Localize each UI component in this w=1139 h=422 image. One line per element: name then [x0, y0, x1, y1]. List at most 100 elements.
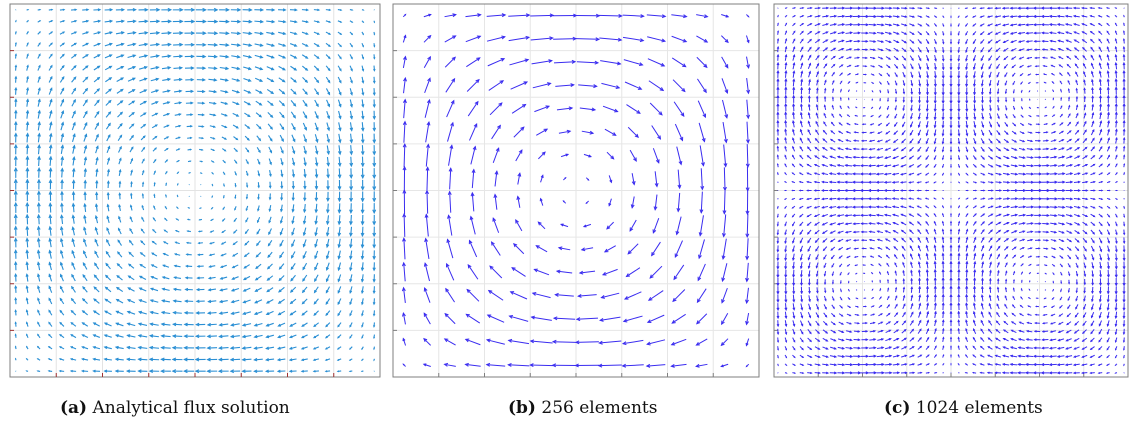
quiver-arrow: [776, 337, 780, 344]
quiver-arrow: [777, 171, 779, 176]
quiver-arrow: [965, 260, 969, 269]
quiver-arrow: [303, 157, 307, 167]
quiver-arrow: [1064, 6, 1073, 10]
quiver-arrow: [577, 293, 597, 298]
quiver-arrow: [909, 253, 914, 260]
quiver-arrow: [1049, 321, 1056, 325]
quiver-arrow: [863, 73, 868, 76]
quiver-arrow: [1048, 6, 1057, 10]
quiver-arrow: [925, 163, 930, 168]
quiver-arrow: [314, 215, 318, 225]
quiver-arrow: [229, 334, 240, 339]
quiver-arrow: [901, 237, 907, 243]
quiver-arrow: [312, 346, 320, 350]
quiver-arrow: [254, 77, 264, 82]
quiver-arrow: [837, 147, 844, 151]
quiver-arrow: [933, 276, 937, 286]
quiver-arrow: [776, 77, 780, 87]
quiver-arrow: [37, 109, 41, 119]
quiver-arrow: [196, 276, 205, 280]
quiver-arrow: [909, 55, 914, 62]
quiver-arrow: [1010, 189, 1019, 192]
quiver-arrow: [1122, 311, 1126, 320]
quiver-arrow: [1018, 213, 1027, 217]
quiver-arrow: [48, 178, 53, 190]
quiver-arrow: [973, 277, 977, 286]
quiver-arrow: [870, 313, 876, 316]
quiver-arrow: [957, 46, 960, 54]
quiver-arrow: [980, 87, 984, 96]
quiver-arrow: [141, 192, 144, 199]
quiver-arrow: [162, 101, 171, 105]
quiver-arrow: [973, 252, 977, 260]
quiver-arrow: [150, 275, 158, 280]
quiver-arrow: [837, 23, 846, 26]
quiver-arrow: [325, 215, 330, 226]
quiver-arrow: [301, 286, 308, 294]
quiver-arrow: [1090, 337, 1095, 343]
quiver-arrow: [807, 371, 813, 375]
quiver-arrow: [844, 172, 853, 176]
quiver-arrow: [965, 23, 969, 27]
quiver-arrow: [1035, 123, 1041, 126]
quiver-arrow: [965, 163, 969, 169]
quiver-arrow: [853, 31, 862, 35]
quiver-arrow: [160, 334, 171, 338]
quiver-arrow: [1002, 197, 1011, 201]
quiver-arrow: [139, 263, 146, 269]
quiver-arrow: [676, 146, 683, 166]
quiver-arrow: [1009, 346, 1018, 350]
quiver-arrow: [184, 54, 195, 59]
quiver-arrow: [836, 172, 845, 176]
quiver-arrow: [933, 268, 937, 277]
quiver-arrow: [207, 31, 219, 36]
quiver-arrow: [1122, 77, 1126, 87]
quiver-arrow: [314, 157, 319, 167]
quiver-arrow: [792, 337, 796, 343]
quiver-arrow: [822, 320, 828, 326]
quiver-arrow: [925, 23, 930, 27]
quiver-arrow: [799, 38, 804, 44]
quiver-arrow: [972, 345, 977, 350]
quiver-arrow: [777, 205, 779, 210]
quiver-arrow: [792, 15, 796, 18]
quiver-arrow: [879, 279, 881, 283]
quiver-arrow: [82, 110, 88, 119]
quiver-arrow: [604, 128, 617, 136]
quiver-arrow: [210, 206, 214, 210]
quiver-arrow: [822, 238, 828, 243]
quiver-arrow: [448, 167, 453, 190]
quiver-arrow: [1074, 230, 1081, 235]
quiver-arrow: [925, 277, 929, 286]
quiver-arrow: [837, 230, 844, 234]
quiver-arrow: [360, 214, 365, 226]
quiver-arrow: [800, 311, 804, 319]
quiver-arrow: [996, 71, 1000, 78]
quiver-arrow: [1002, 205, 1011, 209]
quiver-arrow: [1003, 55, 1009, 61]
quiver-arrow: [1057, 197, 1066, 201]
quiver-arrow: [973, 138, 977, 145]
quiver-arrow: [1122, 277, 1126, 287]
quiver-arrow: [105, 250, 111, 258]
quiver-arrow: [254, 8, 265, 12]
quiver-arrow: [1041, 48, 1049, 51]
quiver-arrow: [241, 323, 252, 327]
quiver-arrow: [908, 213, 915, 217]
quiver-arrow: [838, 329, 845, 334]
quiver-arrow: [256, 123, 262, 130]
quiver-arrow: [242, 43, 253, 47]
quiver-arrow: [918, 79, 922, 87]
quiver-arrow: [48, 261, 52, 271]
quiver-arrow: [267, 240, 273, 247]
quiver-arrow: [851, 172, 861, 176]
quiver-arrow: [987, 23, 993, 27]
quiver-arrow: [994, 39, 1001, 44]
quiver-arrow: [829, 23, 838, 26]
quiver-arrow: [996, 121, 1000, 128]
quiver-arrow: [847, 280, 850, 284]
quiver-arrow: [894, 295, 898, 301]
quiver-arrow: [846, 263, 851, 267]
quiver-arrow: [792, 54, 796, 61]
quiver-arrow: [933, 345, 937, 350]
